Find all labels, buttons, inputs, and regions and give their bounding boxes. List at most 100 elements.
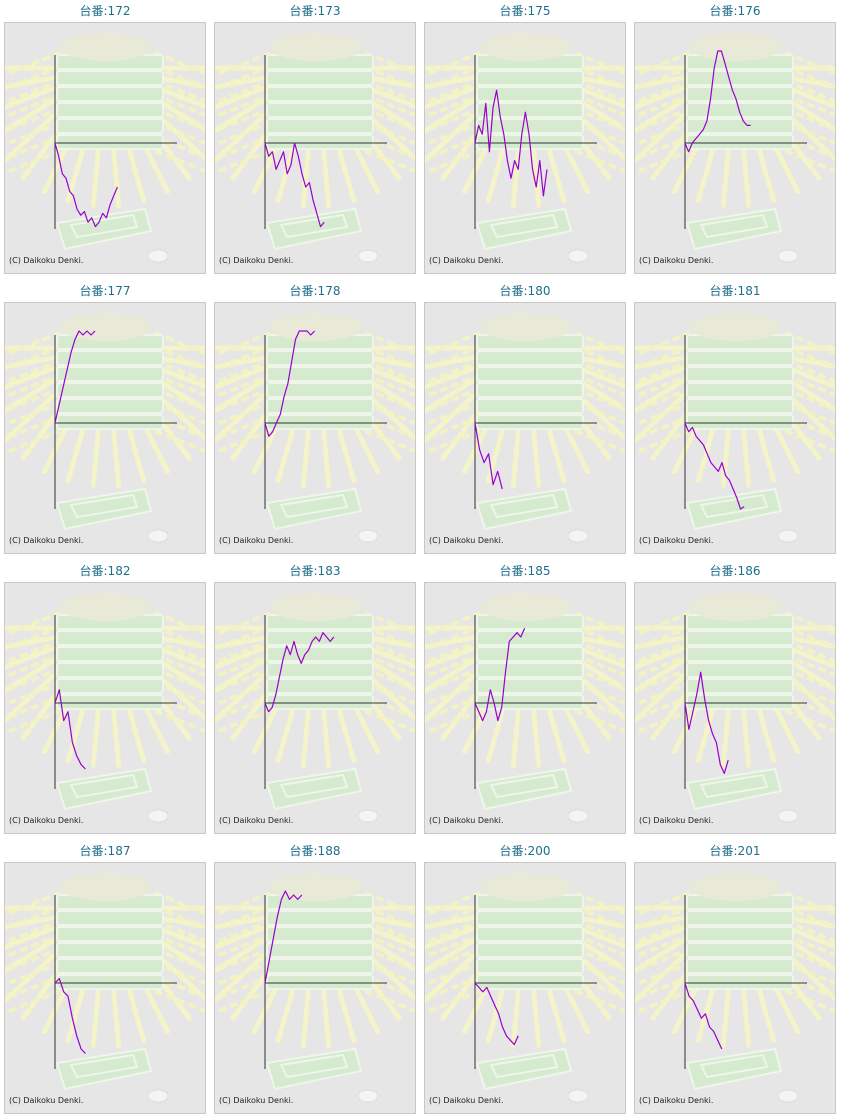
chart-card: (C) Daikoku Denki. [214, 862, 416, 1114]
line-chart [264, 890, 387, 1069]
data-series-line [684, 671, 729, 774]
chart-title[interactable]: 台番:173 [289, 4, 341, 18]
line-chart [264, 330, 387, 509]
chart-title[interactable]: 台番:187 [79, 844, 131, 858]
background-artwork [215, 313, 415, 543]
copyright-text: (C) Daikoku Denki. [219, 536, 294, 545]
chart-card: (C) Daikoku Denki. [214, 302, 416, 554]
background-artwork [215, 873, 415, 1103]
data-series-line [54, 142, 118, 228]
line-chart [684, 50, 807, 229]
data-series-line [474, 982, 519, 1046]
chart-card: (C) Daikoku Denki. [634, 582, 836, 834]
data-series-line [54, 977, 86, 1054]
chart-card: (C) Daikoku Denki. [634, 862, 836, 1114]
copyright-text: (C) Daikoku Denki. [9, 256, 84, 265]
chart-card: (C) Daikoku Denki. [634, 302, 836, 554]
chart-panel: 台番:201 (C) Daikoku Denki. [630, 840, 840, 1120]
line-chart [54, 895, 177, 1069]
chart-panel: 台番:183 (C) Daikoku Denki. [210, 560, 420, 840]
chart-panel: 台番:187 (C) Daikoku Denki. [0, 840, 210, 1120]
chart-title[interactable]: 台番:201 [709, 844, 761, 858]
line-chart [54, 330, 177, 509]
line-chart [684, 335, 807, 510]
chart-title[interactable]: 台番:180 [499, 284, 551, 298]
chart-title[interactable]: 台番:175 [499, 4, 551, 18]
line-chart [474, 895, 597, 1069]
data-series-line [264, 890, 303, 984]
data-series-line [684, 982, 723, 1050]
chart-title[interactable]: 台番:178 [289, 284, 341, 298]
chart-panel: 台番:181 (C) Daikoku Denki. [630, 280, 840, 560]
data-series-line [264, 330, 316, 437]
data-series-line [264, 631, 335, 713]
chart-card: (C) Daikoku Denki. [424, 862, 626, 1114]
chart-panel: 台番:180 (C) Daikoku Denki. [420, 280, 630, 560]
data-series-line [474, 89, 548, 197]
line-chart [264, 615, 387, 789]
chart-panel: 台番:172 (C) Daikoku Denki. [0, 0, 210, 280]
copyright-text: (C) Daikoku Denki. [429, 1096, 504, 1105]
copyright-text: (C) Daikoku Denki. [9, 1096, 84, 1105]
copyright-text: (C) Daikoku Denki. [9, 816, 84, 825]
data-series-line [264, 142, 325, 228]
chart-card: (C) Daikoku Denki. [424, 302, 626, 554]
data-series-line [684, 50, 751, 153]
chart-card: (C) Daikoku Denki. [424, 582, 626, 834]
background-artwork [425, 873, 625, 1103]
chart-card: (C) Daikoku Denki. [4, 22, 206, 274]
background-artwork [635, 33, 835, 263]
data-series-line [54, 330, 96, 424]
line-chart [684, 895, 807, 1069]
chart-panel: 台番:188 (C) Daikoku Denki. [210, 840, 420, 1120]
background-artwork [635, 873, 835, 1103]
copyright-text: (C) Daikoku Denki. [9, 536, 84, 545]
chart-title[interactable]: 台番:172 [79, 4, 131, 18]
chart-panel: 台番:200 (C) Daikoku Denki. [420, 840, 630, 1120]
copyright-text: (C) Daikoku Denki. [429, 256, 504, 265]
background-artwork [635, 313, 835, 543]
chart-card: (C) Daikoku Denki. [634, 22, 836, 274]
chart-panel: 台番:173 (C) Daikoku Denki. [210, 0, 420, 280]
line-chart [684, 615, 807, 789]
chart-panel: 台番:185 (C) Daikoku Denki. [420, 560, 630, 840]
background-artwork [425, 593, 625, 823]
chart-panel: 台番:186 (C) Daikoku Denki. [630, 560, 840, 840]
line-chart [474, 615, 597, 789]
chart-panel: 台番:177 (C) Daikoku Denki. [0, 280, 210, 560]
copyright-text: (C) Daikoku Denki. [219, 1096, 294, 1105]
chart-title[interactable]: 台番:181 [709, 284, 761, 298]
chart-card: (C) Daikoku Denki. [214, 22, 416, 274]
background-artwork [5, 313, 205, 543]
chart-title[interactable]: 台番:186 [709, 564, 761, 578]
copyright-text: (C) Daikoku Denki. [639, 1096, 714, 1105]
chart-title[interactable]: 台番:185 [499, 564, 551, 578]
chart-title[interactable]: 台番:176 [709, 4, 761, 18]
chart-title[interactable]: 台番:188 [289, 844, 341, 858]
copyright-text: (C) Daikoku Denki. [639, 816, 714, 825]
line-chart [474, 55, 597, 229]
copyright-text: (C) Daikoku Denki. [639, 536, 714, 545]
copyright-text: (C) Daikoku Denki. [219, 256, 294, 265]
copyright-text: (C) Daikoku Denki. [219, 816, 294, 825]
data-series-line [54, 689, 86, 770]
background-artwork [215, 33, 415, 263]
chart-title[interactable]: 台番:182 [79, 564, 131, 578]
background-artwork [635, 593, 835, 823]
line-chart [54, 55, 177, 229]
line-chart [474, 335, 597, 509]
chart-title[interactable]: 台番:200 [499, 844, 551, 858]
data-series-line [474, 422, 503, 490]
line-chart [54, 615, 177, 789]
chart-card: (C) Daikoku Denki. [4, 862, 206, 1114]
chart-panel: 台番:182 (C) Daikoku Denki. [0, 560, 210, 840]
line-chart [264, 55, 387, 229]
chart-card: (C) Daikoku Denki. [4, 302, 206, 554]
background-artwork [5, 873, 205, 1103]
chart-title[interactable]: 台番:183 [289, 564, 341, 578]
chart-card: (C) Daikoku Denki. [424, 22, 626, 274]
data-series-line [684, 422, 745, 510]
chart-title[interactable]: 台番:177 [79, 284, 131, 298]
background-artwork [425, 313, 625, 543]
